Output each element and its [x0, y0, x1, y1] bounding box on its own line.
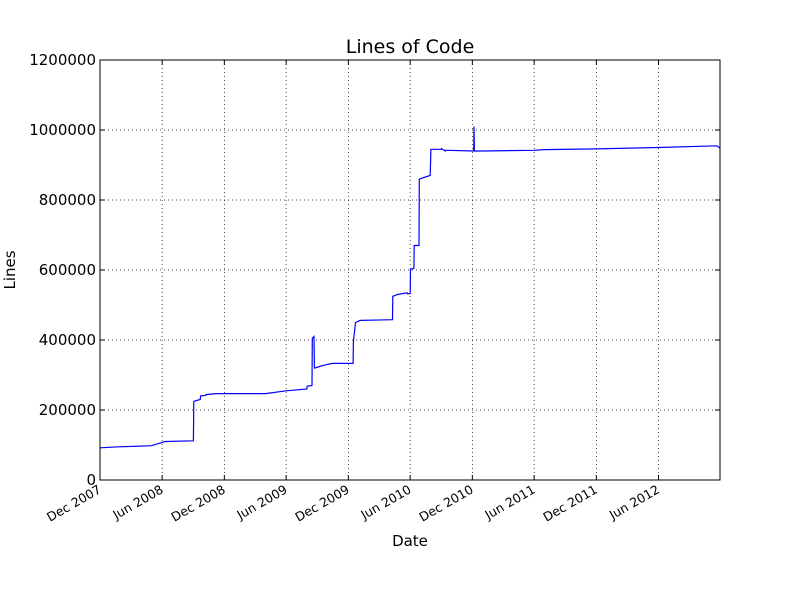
y-tick-label: 1000000 [29, 121, 96, 139]
y-tick-label: 0 [86, 471, 96, 489]
y-tick-label: 600000 [39, 261, 96, 279]
y-tick-label: 1200000 [29, 51, 96, 69]
x-axis-label: Date [392, 532, 428, 550]
y-tick-label: 800000 [39, 191, 96, 209]
series-line [99, 126, 721, 449]
chart-title: Lines of Code [346, 36, 475, 58]
y-tick-label: 200000 [39, 401, 96, 419]
y-axis-label: Lines [1, 250, 19, 289]
y-axis: 0 200000 400000 600000 800000 1000000 1200000 [29, 51, 720, 489]
grid-lines [99, 60, 720, 480]
y-tick-label: 400000 [39, 331, 96, 349]
